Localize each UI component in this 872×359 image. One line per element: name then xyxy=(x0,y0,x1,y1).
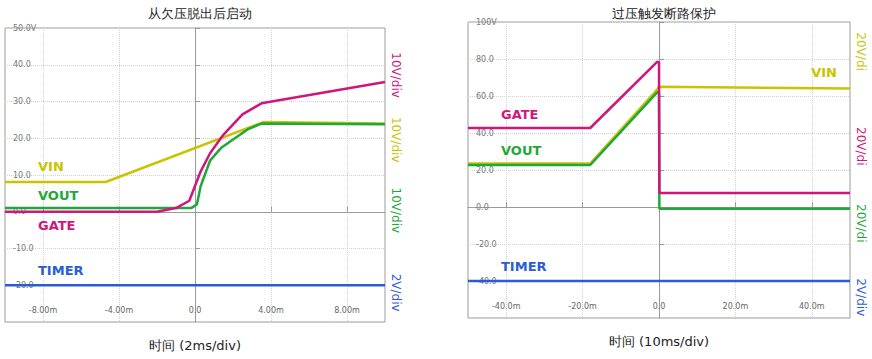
svg-text:-20.0m: -20.0m xyxy=(568,302,597,311)
svg-text:-40.0m: -40.0m xyxy=(492,302,521,311)
svg-text:GATE: GATE xyxy=(38,218,75,233)
svg-text:VOUT: VOUT xyxy=(501,143,541,158)
svg-text:GATE: GATE xyxy=(501,107,538,122)
svg-text:0.0: 0.0 xyxy=(189,306,202,315)
svg-text:40.0: 40.0 xyxy=(13,60,31,69)
svg-text:2V/div: 2V/div xyxy=(854,278,868,316)
svg-text:40.0m: 40.0m xyxy=(799,302,825,311)
svg-text:20V/di: 20V/di xyxy=(854,32,868,70)
svg-text:10V/div: 10V/div xyxy=(389,117,403,163)
svg-text:时间 (2ms/div): 时间 (2ms/div) xyxy=(149,338,241,353)
svg-text:20.0: 20.0 xyxy=(476,166,494,175)
svg-text:过压触发断路保护: 过压触发断路保护 xyxy=(612,6,716,21)
svg-text:TIMER: TIMER xyxy=(38,263,84,278)
svg-text:-40.0: -40.0 xyxy=(476,276,497,286)
svg-text:-8.00m: -8.00m xyxy=(29,306,58,315)
svg-text:时间 (10ms/div): 时间 (10ms/div) xyxy=(609,334,709,349)
svg-text:4.00m: 4.00m xyxy=(258,306,284,315)
svg-text:-10.0: -10.0 xyxy=(13,244,34,253)
svg-text:40.0: 40.0 xyxy=(476,129,494,138)
svg-text:-20.0: -20.0 xyxy=(476,240,497,249)
svg-text:-20.0: -20.0 xyxy=(13,280,34,290)
svg-text:60.0: 60.0 xyxy=(476,92,494,101)
svg-text:80.0: 80.0 xyxy=(476,55,494,64)
svg-text:10V/div: 10V/div xyxy=(389,187,403,233)
svg-text:20V/di: 20V/di xyxy=(854,204,868,242)
svg-text:VIN: VIN xyxy=(811,65,837,80)
svg-text:20.0m: 20.0m xyxy=(723,302,749,311)
svg-text:30.0: 30.0 xyxy=(13,97,31,106)
svg-text:100V: 100V xyxy=(476,18,497,27)
svg-text:20V/di: 20V/di xyxy=(854,127,868,165)
svg-text:20.0: 20.0 xyxy=(13,134,31,143)
svg-text:8.00m: 8.00m xyxy=(334,306,360,315)
svg-text:-4.00m: -4.00m xyxy=(105,306,134,315)
svg-text:TIMER: TIMER xyxy=(501,259,547,274)
svg-text:0.0: 0.0 xyxy=(476,203,489,212)
svg-text:2V/div: 2V/div xyxy=(389,274,403,312)
svg-text:10V/div: 10V/div xyxy=(389,52,403,98)
svg-text:50.0V: 50.0V xyxy=(13,24,37,33)
svg-text:VOUT: VOUT xyxy=(38,188,78,203)
svg-text:10.0: 10.0 xyxy=(13,171,31,180)
svg-text:VIN: VIN xyxy=(38,159,64,174)
svg-text:0.0: 0.0 xyxy=(653,302,666,311)
svg-text:从欠压脱出后启动: 从欠压脱出后启动 xyxy=(148,6,252,21)
